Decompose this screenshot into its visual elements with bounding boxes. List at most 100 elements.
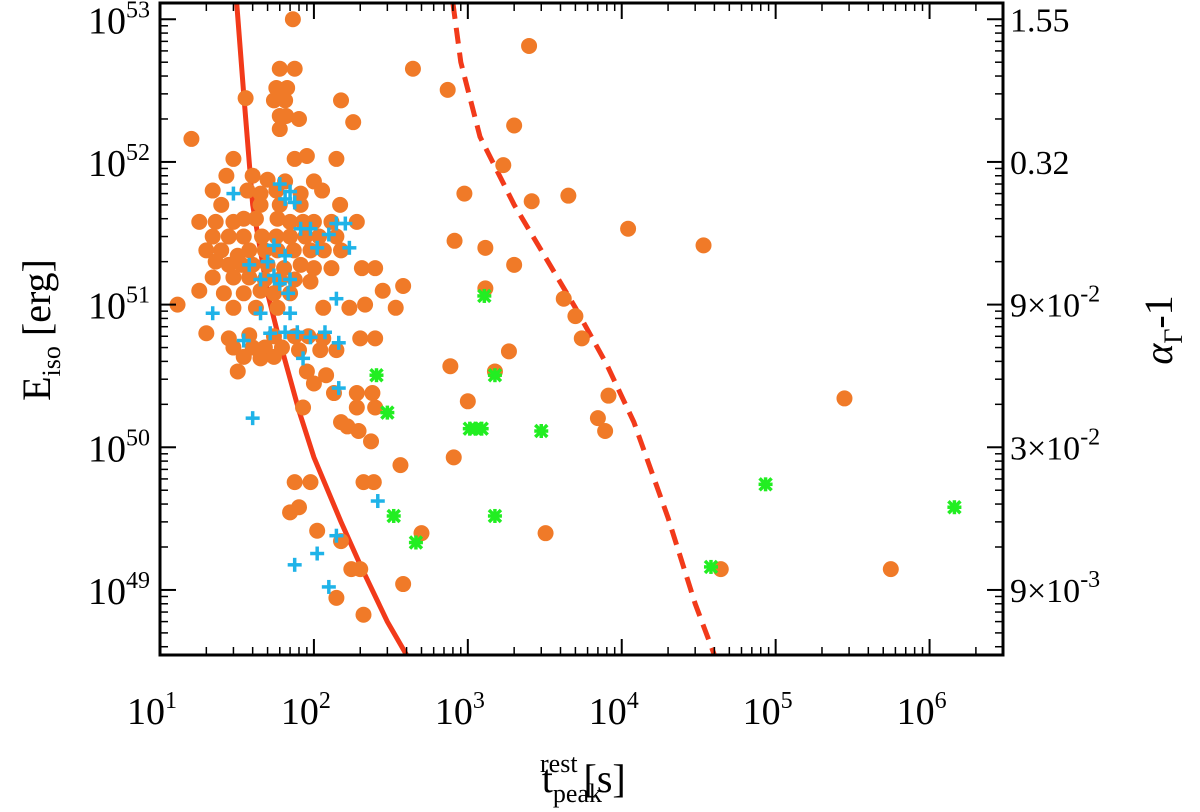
orange-circle-point bbox=[225, 269, 242, 286]
orange-circle-point bbox=[207, 253, 224, 270]
orange-circle-point bbox=[218, 167, 235, 184]
orange-circle-point bbox=[506, 256, 523, 273]
orange-circle-point bbox=[282, 228, 299, 245]
x-tick-label: 104 bbox=[589, 688, 639, 733]
orange-circle-point bbox=[286, 474, 303, 491]
green-cross-point bbox=[380, 405, 395, 420]
cyan-plus-point bbox=[370, 494, 385, 509]
orange-circle-point bbox=[305, 260, 322, 277]
right-tick-label: 9×10-2 bbox=[1010, 282, 1100, 325]
orange-circle-point bbox=[395, 278, 412, 295]
orange-circle-point bbox=[198, 242, 215, 259]
orange-circle-point bbox=[225, 299, 242, 316]
green-cross-point bbox=[487, 367, 503, 383]
green-cross-point bbox=[534, 423, 549, 439]
orange-circle-point bbox=[350, 423, 367, 440]
right-tick-label: 3×10-2 bbox=[1010, 424, 1100, 467]
orange-circle-point bbox=[198, 325, 215, 342]
cyan-plus-point bbox=[290, 325, 305, 340]
x-axis-title: tpeakrest [s] bbox=[540, 749, 626, 808]
cyan-plus-point bbox=[205, 306, 220, 321]
orange-circle-point bbox=[204, 182, 221, 199]
orange-circle-point bbox=[836, 390, 853, 407]
orange-circle-point bbox=[367, 330, 384, 347]
x-tick-label: 106 bbox=[897, 688, 947, 733]
cyan-plus-point bbox=[310, 240, 325, 255]
orange-circle-point bbox=[882, 561, 899, 578]
orange-circle-point bbox=[235, 210, 252, 227]
cyan-plus-point bbox=[283, 272, 298, 287]
orange-circle-point bbox=[286, 60, 303, 77]
right-tick-label: 0.32 bbox=[1010, 145, 1070, 182]
orange-circle-point bbox=[589, 410, 606, 427]
orange-circle-point bbox=[345, 114, 362, 131]
orange-circle-point bbox=[328, 589, 345, 606]
orange-circle-point bbox=[278, 107, 295, 124]
orange-circle-point bbox=[495, 157, 512, 174]
orange-circle-point bbox=[239, 182, 256, 199]
axis-ticks bbox=[159, 3, 1004, 655]
green-cross-point bbox=[487, 508, 503, 524]
orange-circle-point bbox=[252, 350, 269, 367]
orange-circle-point bbox=[352, 330, 369, 347]
orange-circle-point bbox=[567, 308, 584, 325]
cyan-plus-point bbox=[342, 240, 357, 255]
right-tick-label: 1.55 bbox=[1010, 2, 1070, 39]
orange-circle-point bbox=[292, 185, 309, 202]
orange-circle-point bbox=[523, 193, 540, 210]
cyan-plus-point bbox=[331, 335, 346, 350]
orange-circle-point bbox=[213, 196, 230, 213]
orange-circle-point bbox=[191, 213, 208, 230]
orange-circle-point bbox=[265, 348, 282, 365]
orange-circle-point bbox=[282, 213, 299, 230]
cyan-plus-point bbox=[263, 326, 278, 341]
orange-circle-point bbox=[269, 299, 286, 316]
orange-circle-point bbox=[225, 150, 242, 167]
cyan-plus-point bbox=[331, 381, 346, 396]
orange-circle-point bbox=[353, 260, 370, 277]
cyan-plus-point bbox=[329, 528, 344, 543]
cyan-plus-point bbox=[296, 351, 311, 366]
orange-circle-point bbox=[191, 282, 208, 299]
orange-circle-point bbox=[215, 285, 232, 302]
orange-circle-point bbox=[237, 90, 254, 107]
orange-circle-point bbox=[298, 363, 315, 380]
orange-circle-point bbox=[302, 474, 319, 491]
orange-circle-point bbox=[328, 228, 345, 245]
orange-circle-point bbox=[695, 237, 712, 254]
orange-circle-point bbox=[254, 228, 271, 245]
orange-circle-point bbox=[355, 606, 372, 623]
green-cross-point bbox=[408, 535, 424, 550]
cyan-plus-point bbox=[303, 330, 318, 345]
cyan-plus-point bbox=[266, 268, 281, 283]
orange-circle-point bbox=[600, 387, 617, 404]
green-cross-point bbox=[386, 508, 401, 524]
cyan-plus-point bbox=[226, 186, 241, 201]
orange-circle-point bbox=[348, 213, 365, 230]
orange-circle-point bbox=[374, 282, 391, 299]
orange-circle-point bbox=[309, 522, 326, 539]
cyan-plus-point bbox=[278, 248, 293, 263]
cyan-plus-point bbox=[287, 557, 302, 572]
orange-circle-point bbox=[265, 285, 282, 302]
orange-circle-point bbox=[332, 196, 349, 213]
cyan-plus-point bbox=[242, 257, 257, 272]
y-tick-label: 1051 bbox=[88, 283, 150, 328]
x-tick-label: 105 bbox=[743, 688, 793, 733]
cyan-plus-point bbox=[321, 579, 336, 594]
orange-circle-point bbox=[456, 185, 473, 202]
green-cross-point bbox=[947, 499, 962, 515]
orange-circle-point bbox=[404, 60, 421, 77]
data-points bbox=[169, 11, 962, 623]
orange-circle-point bbox=[333, 242, 350, 259]
orange-circle-point bbox=[364, 385, 381, 402]
orange-circle-point bbox=[295, 399, 312, 416]
orange-circle-point bbox=[290, 110, 307, 127]
orange-circle-point bbox=[235, 348, 252, 365]
orange-circle-point bbox=[286, 150, 303, 167]
cyan-plus-point bbox=[272, 177, 287, 192]
x-tick-label: 102 bbox=[281, 688, 331, 733]
cyan-plus-point bbox=[260, 254, 275, 269]
orange-circle-point bbox=[477, 239, 494, 256]
orange-circle-point bbox=[357, 296, 374, 313]
